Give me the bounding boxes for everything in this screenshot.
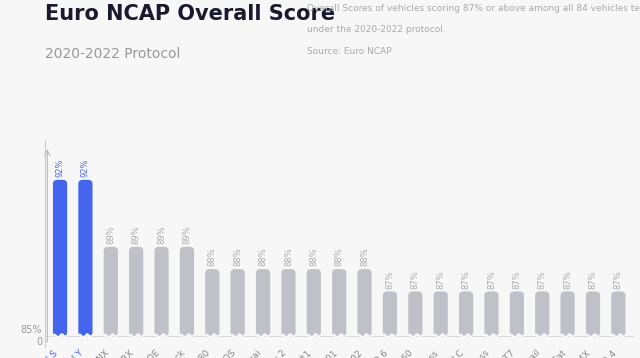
Text: 88%: 88% <box>335 248 344 266</box>
FancyBboxPatch shape <box>129 247 143 336</box>
FancyBboxPatch shape <box>230 269 244 336</box>
Text: Overall Scores of vehicles scoring 87% or above among all 84 vehicles tested: Overall Scores of vehicles scoring 87% o… <box>307 4 640 13</box>
Text: 87%: 87% <box>563 270 572 289</box>
FancyBboxPatch shape <box>358 269 372 336</box>
Text: Source: Euro NCAP: Source: Euro NCAP <box>307 47 392 55</box>
FancyBboxPatch shape <box>459 291 473 336</box>
Text: 87%: 87% <box>538 270 547 289</box>
FancyBboxPatch shape <box>484 291 499 336</box>
Text: 88%: 88% <box>259 248 268 266</box>
Text: 88%: 88% <box>309 248 318 266</box>
FancyBboxPatch shape <box>586 291 600 336</box>
Text: 87%: 87% <box>589 270 598 289</box>
Text: 88%: 88% <box>208 248 217 266</box>
FancyBboxPatch shape <box>307 269 321 336</box>
Text: 87%: 87% <box>411 270 420 289</box>
FancyBboxPatch shape <box>180 247 194 336</box>
FancyBboxPatch shape <box>104 247 118 336</box>
FancyBboxPatch shape <box>535 291 549 336</box>
FancyBboxPatch shape <box>256 269 270 336</box>
Text: 92%: 92% <box>56 159 65 177</box>
FancyBboxPatch shape <box>205 269 220 336</box>
FancyBboxPatch shape <box>78 180 93 336</box>
FancyBboxPatch shape <box>154 247 169 336</box>
Text: 87%: 87% <box>436 270 445 289</box>
FancyBboxPatch shape <box>434 291 448 336</box>
Text: 89%: 89% <box>157 226 166 244</box>
FancyBboxPatch shape <box>611 291 625 336</box>
FancyBboxPatch shape <box>408 291 422 336</box>
FancyBboxPatch shape <box>383 291 397 336</box>
FancyBboxPatch shape <box>282 269 296 336</box>
FancyBboxPatch shape <box>509 291 524 336</box>
Text: 89%: 89% <box>182 226 191 244</box>
Text: 2020-2022 Protocol: 2020-2022 Protocol <box>45 47 180 61</box>
FancyBboxPatch shape <box>332 269 346 336</box>
Text: 88%: 88% <box>284 248 293 266</box>
Text: 92%: 92% <box>81 159 90 177</box>
Text: 88%: 88% <box>360 248 369 266</box>
Text: 87%: 87% <box>513 270 522 289</box>
FancyBboxPatch shape <box>53 180 67 336</box>
Text: 87%: 87% <box>614 270 623 289</box>
Text: under the 2020-2022 protocol.: under the 2020-2022 protocol. <box>307 25 446 34</box>
Text: 89%: 89% <box>106 226 115 244</box>
Text: 87%: 87% <box>385 270 394 289</box>
Text: 87%: 87% <box>487 270 496 289</box>
Text: 89%: 89% <box>132 226 141 244</box>
Text: Euro NCAP Overall Score: Euro NCAP Overall Score <box>45 4 335 24</box>
FancyBboxPatch shape <box>561 291 575 336</box>
Text: 88%: 88% <box>233 248 242 266</box>
Text: 87%: 87% <box>461 270 470 289</box>
